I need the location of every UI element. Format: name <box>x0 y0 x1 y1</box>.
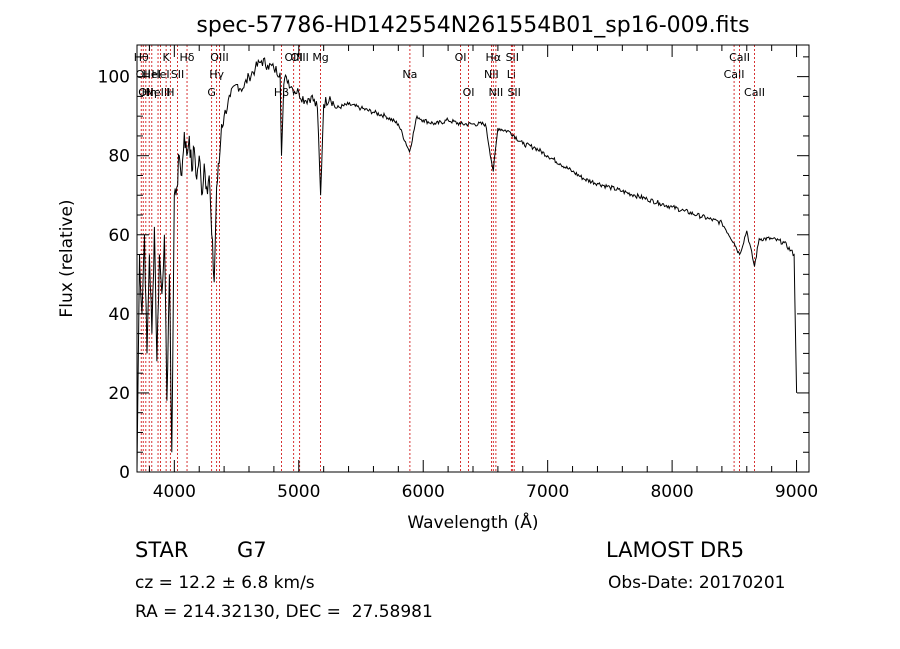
spectral-line-label: G <box>207 86 216 99</box>
obs-date-label: Obs-Date: 20170201 <box>608 573 786 593</box>
spectral-line-label: OIII <box>210 51 228 64</box>
spectral-line-label: Hβ <box>274 86 289 99</box>
spectral-line-label: HeI <box>151 68 169 81</box>
spectral-line-label: OII <box>138 86 153 99</box>
spectral-line-label: OI <box>455 51 467 64</box>
spectral-line-label: Hη <box>142 86 157 99</box>
chart-title: spec-57786-HD142554N261554B01_sp16-009.f… <box>196 13 749 38</box>
y-tick-label: 100 <box>98 68 130 88</box>
spectral-line-label: Hα <box>486 51 502 64</box>
y-tick-label: 60 <box>108 226 130 246</box>
spectral-line-label: Mg <box>312 51 328 64</box>
y-tick-label: 0 <box>119 463 130 483</box>
spectral-line-label: SII <box>507 86 520 99</box>
spectral-line-label: NII <box>489 86 504 99</box>
subclass-label: G7 <box>237 538 267 562</box>
redshift-label: cz = 12.2 ± 6.8 km/s <box>135 573 315 593</box>
coordinates-label: RA = 214.32130, DEC = 27.58981 <box>135 602 433 622</box>
spectral-line-label: CaII <box>729 51 750 64</box>
plot-frame <box>136 44 810 473</box>
x-tick-label: 4000 <box>153 482 196 502</box>
x-axis-label: Wavelength (Å) <box>407 511 538 533</box>
x-tick-label: 9000 <box>775 482 818 502</box>
spectral-line-label: CaII <box>744 86 765 99</box>
y-axis-label: Flux (relative) <box>57 199 77 317</box>
spectral-line-label: H <box>166 86 174 99</box>
spectral-line-label: Hδ <box>180 51 195 64</box>
spectral-line-label: NeIII <box>146 86 171 99</box>
x-tick-label: 6000 <box>402 482 445 502</box>
object-type-label: STAR <box>135 538 189 562</box>
x-tick-label: 7000 <box>526 482 569 502</box>
spectral-line-label: OIII <box>290 51 308 64</box>
spectral-line-label: SII <box>506 51 519 64</box>
spectral-line-label: OI <box>463 86 475 99</box>
spectral-line-label: OII <box>136 68 151 81</box>
spectrum-line <box>136 57 798 473</box>
y-tick-label: 40 <box>108 305 130 325</box>
spectral-line-label: Na <box>402 68 417 81</box>
spectral-line-label: OIII <box>284 51 302 64</box>
x-tick-label: 8000 <box>650 482 693 502</box>
spectral-line-label: SII <box>171 68 184 81</box>
spectral-line-label: Hθ <box>134 51 149 64</box>
spectral-line-label: HeI <box>143 68 161 81</box>
spectral-line-label: NII <box>484 68 499 81</box>
spectral-line-label: Hγ <box>209 68 224 81</box>
spectral-line-label: Li <box>507 68 516 81</box>
survey-label: LAMOST DR5 <box>606 538 745 562</box>
y-tick-label: 80 <box>108 147 130 167</box>
y-tick-label: 20 <box>108 384 130 404</box>
spectral-line-label: CaII <box>724 68 745 81</box>
x-tick-label: 5000 <box>277 482 320 502</box>
spectral-line-label: K <box>163 51 171 64</box>
